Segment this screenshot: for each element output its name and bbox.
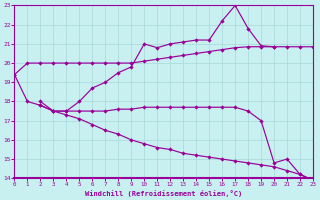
X-axis label: Windchill (Refroidissement éolien,°C): Windchill (Refroidissement éolien,°C): [85, 190, 242, 197]
